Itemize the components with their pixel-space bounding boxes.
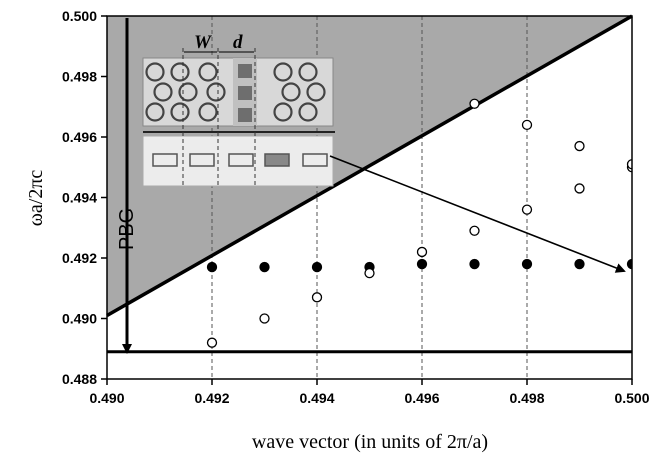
y-tick-label: 0.494 xyxy=(62,190,97,206)
x-tick-label: 0.490 xyxy=(89,390,124,406)
filled-data-point xyxy=(574,258,585,270)
x-axis: 0.490 0.492 0.494 0.496 0.498 0.500 xyxy=(89,379,650,406)
y-tick-label: 0.488 xyxy=(62,371,97,387)
waveguide-inset: W d xyxy=(142,32,335,188)
filled-data-point xyxy=(416,258,428,270)
waveguide-cell xyxy=(228,153,254,167)
y-tick-label: 0.496 xyxy=(62,129,97,145)
y-tick-label: 0.492 xyxy=(62,250,97,266)
open-data-point xyxy=(364,267,375,279)
open-data-point xyxy=(469,225,480,236)
waveguide-cell xyxy=(152,153,178,167)
waveguide-cell xyxy=(264,153,290,167)
open-data-point xyxy=(574,140,585,152)
open-data-point xyxy=(626,159,632,170)
lattice-ring xyxy=(198,102,218,122)
y-axis-label: ωa/2πc xyxy=(25,170,47,227)
x-tick-label: 0.494 xyxy=(299,390,334,406)
lattice-ring xyxy=(273,102,293,122)
open-data-point xyxy=(574,183,585,194)
x-tick-label: 0.496 xyxy=(404,390,439,406)
x-tick-label: 0.498 xyxy=(509,390,544,406)
x-tick-label: 0.492 xyxy=(194,390,229,406)
filled-data-point xyxy=(469,258,480,270)
filled-data-point xyxy=(206,261,218,273)
open-data-point xyxy=(416,246,428,258)
x-tick-label: 0.500 xyxy=(614,390,649,406)
width-label: W xyxy=(194,32,212,53)
lattice-ring xyxy=(206,82,226,102)
lattice-ring xyxy=(198,62,218,82)
grid-lines xyxy=(211,16,528,379)
x-axis-label: wave vector (in units of 2π/a) xyxy=(252,431,488,453)
light-line xyxy=(106,14,633,317)
y-tick-label: 0.500 xyxy=(62,8,97,24)
mode-pointer-arrow xyxy=(329,155,626,273)
lattice-ring xyxy=(298,102,318,122)
open-data-point xyxy=(259,313,270,324)
filled-data-point xyxy=(259,261,270,273)
open-data-point xyxy=(521,204,533,215)
lattice-ring xyxy=(153,82,173,102)
lattice-ring xyxy=(170,62,190,82)
y-tick-label: 0.498 xyxy=(62,69,97,85)
lattice-ring xyxy=(178,82,198,102)
lattice-ring xyxy=(298,62,318,82)
waveguide-cell xyxy=(189,153,215,167)
filled-data-point xyxy=(626,258,632,270)
y-tick-label: 0.490 xyxy=(62,311,97,327)
lattice-ring xyxy=(170,102,190,122)
lattice-ring xyxy=(281,82,301,102)
y-axis: 0.488 0.490 0.492 0.494 0.496 0.498 0.500 xyxy=(62,8,107,387)
lattice-ring xyxy=(306,82,326,102)
lattice-ring xyxy=(145,62,165,82)
photonic-crystal-rings xyxy=(145,62,326,122)
pbg-label: PBG xyxy=(116,208,138,250)
open-data-point xyxy=(469,98,480,109)
lattice-ring xyxy=(145,102,165,122)
waveguide-cells xyxy=(152,153,328,167)
open-data-point xyxy=(521,119,533,131)
spacing-label: d xyxy=(233,32,243,53)
open-data-point xyxy=(206,337,218,348)
waveguide-cell xyxy=(302,153,328,167)
data-points xyxy=(206,98,632,348)
filled-data-point xyxy=(521,258,533,270)
open-data-point xyxy=(311,292,323,303)
lattice-ring xyxy=(273,62,293,82)
filled-data-point xyxy=(311,261,323,273)
